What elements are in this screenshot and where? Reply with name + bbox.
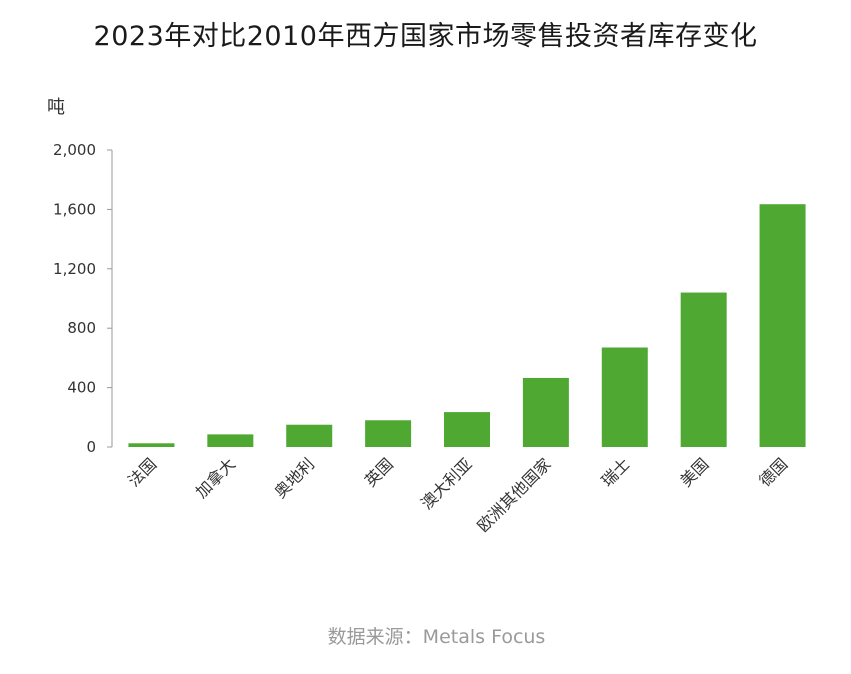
bar <box>759 204 806 447</box>
x-tick-label: 加拿大 <box>192 454 239 501</box>
x-tick-label: 澳大利亚 <box>417 454 476 513</box>
x-tick-label: 英国 <box>361 454 397 490</box>
y-tick-label: 400 <box>67 379 96 397</box>
bars <box>128 204 806 447</box>
chart-title: 2023年对比2010年西方国家市场零售投资者库存变化 <box>93 21 758 52</box>
y-tick-label: 2,000 <box>53 141 96 159</box>
bar <box>680 292 727 447</box>
x-tick-label: 瑞士 <box>598 454 634 490</box>
x-tick-label: 法国 <box>124 454 160 490</box>
y-tick-label: 0 <box>86 438 96 456</box>
x-tick-label: 欧洲其他国家 <box>473 454 554 535</box>
y-tick-label: 1,600 <box>53 200 96 218</box>
x-tick-label: 奥地利 <box>271 454 318 501</box>
bar <box>286 424 333 447</box>
bar <box>128 443 175 447</box>
bar <box>444 412 490 447</box>
y-axis: 0 400 800 1,200 1,600 2,000 <box>53 141 113 456</box>
bar <box>522 377 569 447</box>
x-tick-label: 德国 <box>755 454 791 490</box>
y-tick-label: 800 <box>67 319 96 337</box>
source-note: 数据来源：Metals Focus <box>327 626 546 648</box>
y-axis-label: 吨 <box>47 97 65 118</box>
bar <box>365 420 412 447</box>
x-tick-label: 美国 <box>676 454 712 490</box>
bar <box>207 434 254 447</box>
bar <box>601 347 648 447</box>
y-tick-label: 1,200 <box>53 260 96 278</box>
